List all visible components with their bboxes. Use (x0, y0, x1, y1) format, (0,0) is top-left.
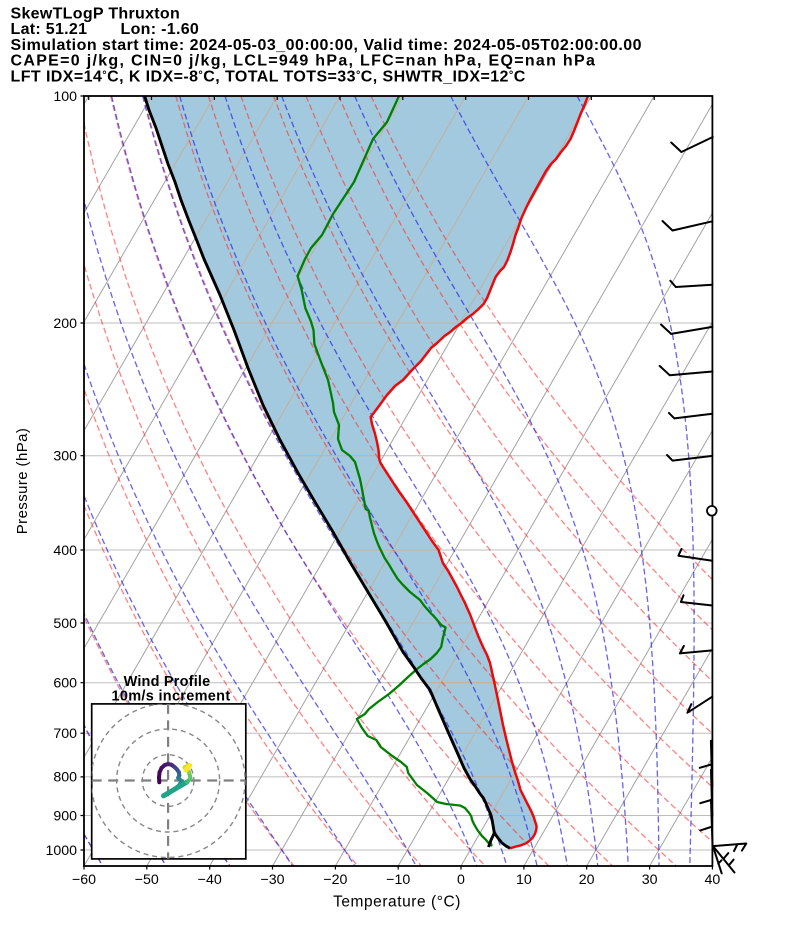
svg-text:−40: −40 (198, 872, 222, 888)
svg-text:700: 700 (53, 726, 77, 742)
svg-text:−20: −20 (323, 872, 347, 888)
svg-text:300: 300 (53, 449, 77, 465)
svg-text:Lat: 51.21 Lon: -1.60: Lat: 51.21 Lon: -1.60 (11, 21, 200, 38)
svg-text:Pressure (hPa): Pressure (hPa) (14, 428, 31, 534)
svg-text:Wind Profile: Wind Profile (124, 674, 211, 690)
svg-text:100: 100 (53, 89, 77, 105)
svg-text:−50: −50 (135, 872, 159, 888)
svg-text:−60: −60 (72, 872, 96, 888)
svg-text:−10: −10 (386, 872, 410, 888)
svg-text:Temperature (°C): Temperature (°C) (333, 894, 461, 911)
svg-text:−30: −30 (260, 872, 284, 888)
svg-text:200: 200 (53, 316, 77, 332)
svg-text:LFT IDX=14°C, K IDX=-8°C, TOTA: LFT IDX=14°C, K IDX=-8°C, TOTAL TOTS=33°… (11, 68, 526, 85)
svg-text:1000: 1000 (45, 843, 77, 859)
svg-text:20: 20 (579, 872, 595, 888)
svg-text:900: 900 (53, 808, 77, 824)
svg-text:500: 500 (53, 616, 77, 632)
svg-text:CAPE=0 j/kg, CIN=0 j/kg, LCL=9: CAPE=0 j/kg, CIN=0 j/kg, LCL=949 hPa, LF… (11, 53, 597, 70)
svg-text:30: 30 (642, 872, 658, 888)
svg-text:800: 800 (53, 770, 77, 786)
svg-text:Simulation start time: 2024-05: Simulation start time: 2024-05-03_00:00:… (11, 37, 643, 54)
svg-text:10m/s increment: 10m/s increment (112, 689, 231, 705)
svg-text:40: 40 (705, 872, 721, 888)
svg-text:10: 10 (516, 872, 532, 888)
svg-text:600: 600 (53, 676, 77, 692)
svg-text:0: 0 (457, 872, 465, 888)
svg-text:400: 400 (53, 543, 77, 559)
svg-text:SkewTLogP Thruxton: SkewTLogP Thruxton (11, 6, 181, 23)
